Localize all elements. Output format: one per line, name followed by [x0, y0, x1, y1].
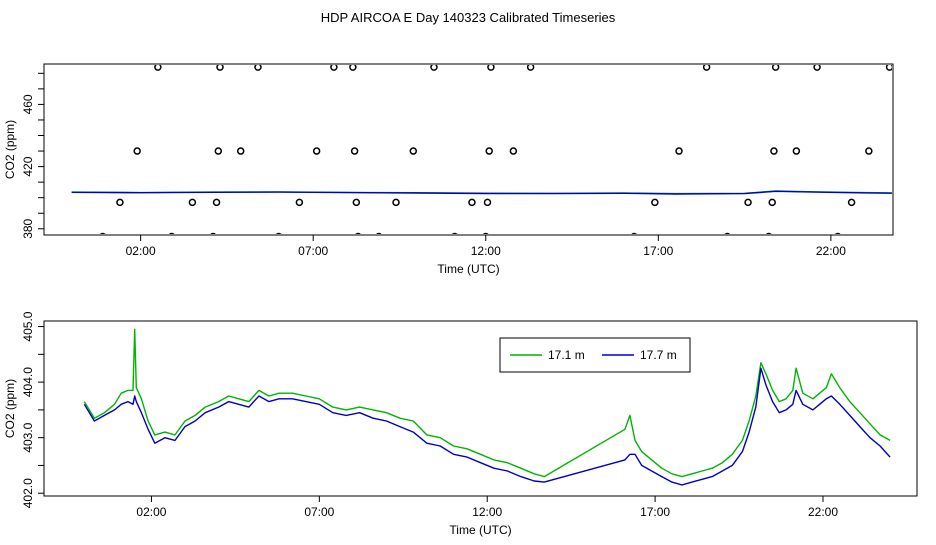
- y-tick-label-1-2: 403.0: [21, 422, 35, 452]
- point-0-0-48: [904, 64, 910, 70]
- y-tick-label-0-1: 420: [21, 156, 35, 176]
- x-axis-label-0: Time (UTC): [437, 262, 499, 276]
- point-0-0-26: [483, 232, 489, 234]
- plot-area-0: [71, 64, 915, 240]
- point-0-0-15: [330, 65, 338, 71]
- series-line-1-1: [83, 367, 891, 486]
- point-0-0-40: [770, 147, 778, 155]
- point-0-0-24: [451, 232, 458, 234]
- point-0-0-23: [430, 65, 438, 71]
- point-0-0-3: [154, 65, 162, 71]
- y-tick-label-0-0: 380: [21, 218, 35, 238]
- point-0-0-22: [409, 147, 418, 155]
- x-tick-label-1-4: 22:00: [808, 505, 838, 519]
- point-0-0-21: [392, 198, 400, 207]
- point-0-0-42: [792, 147, 801, 155]
- y-tick-label-0-2: 460: [21, 94, 35, 114]
- point-0-0-43: [813, 65, 821, 71]
- point-0-0-8: [214, 147, 223, 155]
- legend-label-0: 17.1 m: [548, 348, 585, 362]
- x-tick-label-1-3: 17:00: [640, 505, 670, 519]
- point-0-0-34: [675, 147, 683, 155]
- point-0-0-38: [766, 232, 772, 234]
- point-0-0-44: [835, 232, 841, 234]
- x-tick-label-1-0: 02:00: [136, 505, 166, 519]
- y-axis-label-0: CO2 (ppm): [3, 120, 17, 179]
- y-tick-label-1-4: 404.0: [21, 367, 35, 397]
- figure-title: HDP AIRCOA E Day 140323 Calibrated Times…: [320, 10, 616, 25]
- plot-frame-1: [43, 320, 918, 497]
- y-tick-label-1-0: 402.0: [21, 478, 35, 508]
- point-0-0-13: [295, 198, 304, 207]
- y-tick-label-1-6: 405.0: [21, 311, 35, 341]
- point-0-0-41: [771, 65, 780, 71]
- point-0-0-32: [631, 232, 637, 234]
- point-0-0-2: [133, 147, 141, 155]
- point-0-0-4: [168, 232, 175, 234]
- point-0-0-49: [906, 148, 912, 154]
- point-0-0-18: [352, 198, 361, 207]
- x-tick-label-0-0: 02:00: [126, 244, 156, 258]
- point-0-0-16: [349, 65, 357, 71]
- point-0-0-30: [509, 147, 518, 155]
- point-0-0-46: [865, 147, 873, 155]
- point-0-0-11: [254, 65, 262, 71]
- point-0-0-36: [724, 232, 731, 234]
- x-axis-label-1: Time (UTC): [449, 523, 511, 537]
- x-tick-label-1-1: 07:00: [304, 505, 334, 519]
- point-0-0-20: [376, 232, 382, 234]
- point-0-0-35: [702, 65, 711, 71]
- series-line-0-2: [71, 190, 892, 195]
- plot-area-1: [83, 328, 891, 486]
- point-0-0-33: [651, 198, 659, 207]
- point-0-0-39: [768, 198, 776, 207]
- point-0-0-14: [312, 147, 321, 155]
- series-line-1-0: [83, 328, 891, 478]
- point-0-0-25: [468, 198, 476, 207]
- point-0-0-45: [847, 198, 856, 207]
- x-tick-label-0-3: 17:00: [643, 244, 673, 258]
- point-0-0-28: [485, 147, 493, 155]
- point-0-0-51: [909, 234, 915, 240]
- point-0-0-19: [355, 232, 361, 234]
- plot-frame-0: [43, 63, 894, 236]
- point-0-0-6: [210, 232, 216, 234]
- point-0-0-7: [212, 198, 221, 207]
- point-0-0-12: [275, 232, 282, 234]
- legend-label-1: 17.7 m: [640, 348, 677, 362]
- x-tick-label-0-2: 12:00: [471, 244, 501, 258]
- point-0-0-10: [236, 147, 245, 155]
- y-axis-label-1: CO2 (ppm): [3, 379, 17, 438]
- point-0-0-37: [744, 198, 752, 207]
- point-0-0-47: [885, 65, 892, 71]
- point-0-0-50: [907, 199, 913, 205]
- point-0-0-5: [188, 198, 197, 207]
- point-0-0-9: [216, 65, 224, 71]
- point-0-0-0: [99, 232, 106, 234]
- point-0-0-29: [487, 65, 495, 71]
- point-0-0-17: [350, 147, 359, 155]
- x-tick-label-1-2: 12:00: [472, 505, 502, 519]
- point-0-0-27: [483, 198, 492, 207]
- point-0-0-1: [116, 198, 124, 207]
- x-tick-label-0-4: 22:00: [816, 244, 846, 258]
- x-tick-label-0-1: 07:00: [298, 244, 328, 258]
- point-0-0-31: [526, 65, 535, 71]
